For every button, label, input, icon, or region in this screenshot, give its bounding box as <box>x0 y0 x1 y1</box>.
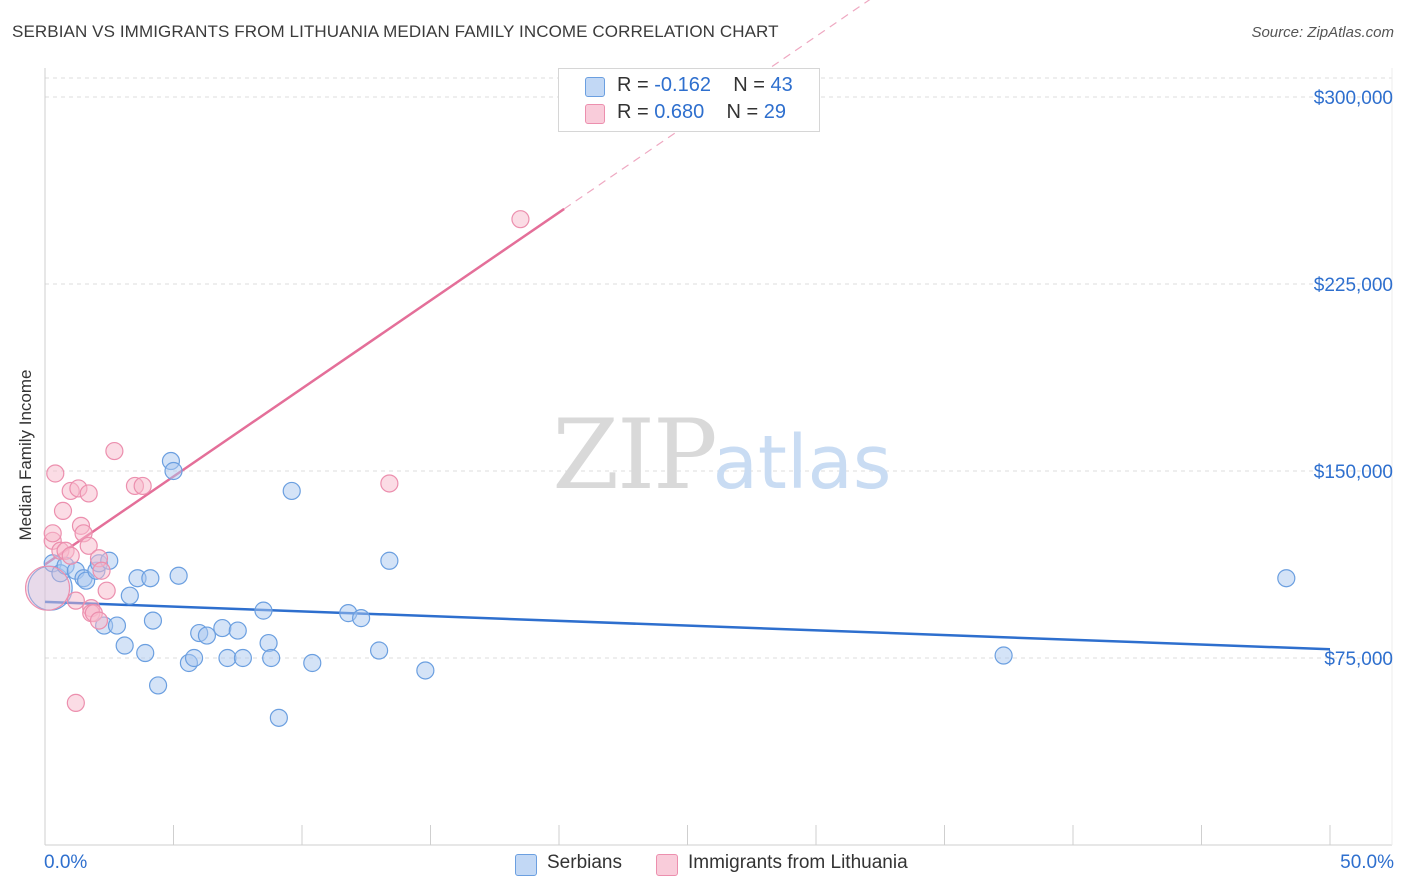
correlation-legend: R = -0.162 N = 43 R = 0.680 N = 29 <box>558 68 820 132</box>
serbians-point <box>282 481 301 501</box>
x-axis-min-label: 0.0% <box>44 852 88 873</box>
serbians-point <box>352 609 371 628</box>
lithuania-point <box>66 591 85 610</box>
lithuania-point <box>53 501 73 520</box>
serbians-point <box>254 601 273 620</box>
serbians-point <box>115 636 134 655</box>
lithuania-point <box>79 536 98 555</box>
serbians-point <box>228 621 247 640</box>
serbians-point <box>233 648 252 668</box>
serbians-point <box>303 653 322 673</box>
lithuania-point <box>380 474 399 493</box>
bottom-legend-label-serbians: Serbians <box>547 852 622 873</box>
bottom-legend-label-lithuania: Immigrants from Lithuania <box>688 852 908 873</box>
serbians-point <box>380 551 399 570</box>
lithuania-point <box>61 546 80 565</box>
gridlines <box>45 77 1392 659</box>
serbians-point <box>259 633 278 653</box>
axes <box>44 68 1393 846</box>
serbians-point <box>141 569 160 588</box>
legend-r-value: -0.162 <box>654 74 711 96</box>
lithuania-point <box>105 441 124 461</box>
lithuania-point <box>97 581 116 600</box>
bottom-legend-swatch-serbians <box>515 854 537 876</box>
watermark-zip: ZIP <box>552 399 715 511</box>
serbians-point <box>148 676 168 695</box>
y-tick-label: $75,000 <box>1324 649 1393 670</box>
y-axis-label: Median Family Income <box>16 369 35 541</box>
y-tick-label: $150,000 <box>1314 462 1393 483</box>
legend-r-value: 0.680 <box>654 101 705 123</box>
legend-n-value: 43 <box>770 74 793 96</box>
serbians-point <box>197 626 217 645</box>
legend-swatch-serbians <box>585 77 605 97</box>
serbians-point <box>269 708 288 727</box>
serbians-point <box>370 641 389 660</box>
data-points <box>24 210 1296 727</box>
lithuania-point <box>43 524 62 543</box>
lithuania-point <box>46 464 65 483</box>
serbians-point <box>262 648 281 668</box>
chart-title: SERBIAN VS IMMIGRANTS FROM LITHUANIA MED… <box>12 22 779 41</box>
watermark: ZIP atlas <box>552 399 891 511</box>
serbians-point <box>107 616 127 635</box>
serbians-point <box>416 661 435 680</box>
lithuania-point <box>89 611 109 630</box>
legend-swatch-lithuania <box>585 104 605 124</box>
legend-r-label: R = <box>617 74 649 96</box>
lithuania-point <box>133 476 152 496</box>
serbians-point <box>184 648 204 668</box>
serbians-point <box>143 611 163 630</box>
serbians-point <box>164 461 183 481</box>
y-tick-label: $225,000 <box>1314 275 1393 296</box>
trend-line-solid <box>44 207 565 566</box>
lithuania-point <box>24 565 71 611</box>
serbians-point <box>213 618 232 638</box>
serbians-point <box>218 648 237 668</box>
serbians-point <box>169 566 188 585</box>
lithuania-point <box>511 210 530 229</box>
y-tick-label: $300,000 <box>1314 88 1393 109</box>
legend-text-lithuania: R = 0.680 N = 29 <box>617 101 786 124</box>
legend-r-label: R = <box>617 101 649 123</box>
bottom-legend-swatch-lithuania <box>656 854 678 876</box>
y-tick-labels: $75,000 $150,000 $225,000 $300,000 <box>1314 88 1393 670</box>
x-axis-max-label: 50.0% <box>1340 852 1394 873</box>
serbians-point <box>1277 569 1296 588</box>
serbians-point <box>120 586 139 605</box>
serbians-point <box>994 646 1013 665</box>
legend-n-value: 29 <box>763 101 787 123</box>
legend-n-label: N = <box>726 101 759 123</box>
watermark-atlas: atlas <box>713 420 892 506</box>
lithuania-point <box>66 693 85 712</box>
legend-n-label: N = <box>733 74 765 96</box>
legend-text-serbians: R = -0.162 N = 43 <box>617 74 793 97</box>
source-credit: Source: ZipAtlas.com <box>1251 24 1394 41</box>
lithuania-point <box>92 561 111 580</box>
lithuania-point <box>79 484 98 503</box>
serbians-point <box>136 643 155 663</box>
